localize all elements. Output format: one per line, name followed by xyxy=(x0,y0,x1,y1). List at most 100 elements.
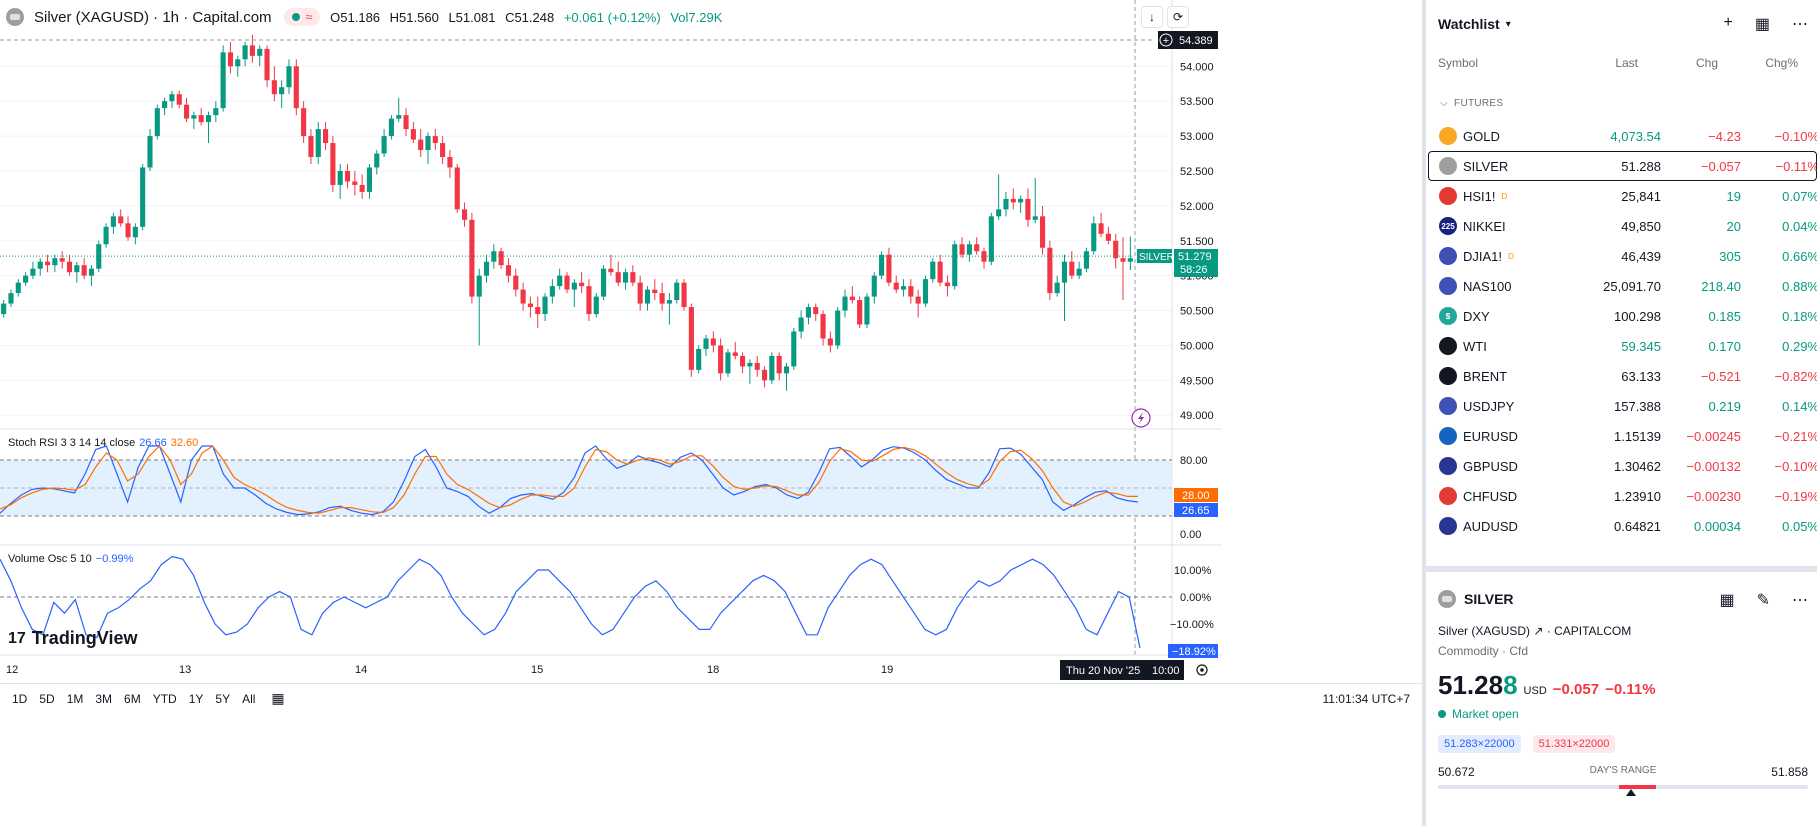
time-label-14: 14 xyxy=(355,664,367,676)
panel-divider[interactable] xyxy=(1426,566,1817,572)
timeframe-1d[interactable]: 1D xyxy=(12,691,28,706)
volume-osc-value: −0.99% xyxy=(95,553,134,565)
timeframe-3m[interactable]: 3M xyxy=(95,691,113,706)
timeframe-6m[interactable]: 6M xyxy=(124,691,141,706)
watchlist-row-audusd[interactable]: AUDUSD 0.64821 0.00034 0.05% xyxy=(1428,511,1817,541)
watchlist-row-nas100[interactable]: NAS100 25,091.70 218.40 0.88% xyxy=(1428,271,1817,301)
col-chgp[interactable]: Chg% xyxy=(1765,56,1798,70)
candle xyxy=(630,265,636,287)
advanced-view-icon[interactable]: ▦ xyxy=(1754,16,1770,33)
chart-canvas[interactable]: 54.00053.50053.00052.50052.00051.50051.0… xyxy=(0,0,1222,683)
candle xyxy=(513,268,519,297)
col-last[interactable]: Last xyxy=(1615,56,1638,70)
watchlist-row-usdjpy[interactable]: USDJPY 157.388 0.219 0.14% xyxy=(1428,391,1817,421)
candle xyxy=(608,254,614,276)
watchlist-row-dxy[interactable]: $ DXY 100.298 0.185 0.18% xyxy=(1428,301,1817,331)
symbol-title[interactable]: Silver (XAGUSD) · 1h · Capital.com xyxy=(34,8,272,26)
stoch-k-tag: 26.65 xyxy=(1182,505,1210,517)
scroll-to-latest-button[interactable]: ↓ xyxy=(1141,6,1163,28)
col-symbol[interactable]: Symbol xyxy=(1438,56,1479,70)
market-status-pill[interactable]: ≈ xyxy=(283,8,321,26)
watchlist-row-eurusd[interactable]: EURUSD 1.15139 −0.00245 −0.21% xyxy=(1428,421,1817,451)
timeframe-all[interactable]: All xyxy=(242,691,256,706)
timeframe-5y[interactable]: 5Y xyxy=(215,691,231,706)
waves-icon: ≈ xyxy=(305,10,313,24)
candle xyxy=(930,258,936,283)
ohlc-high: H51.560 xyxy=(389,9,439,25)
candle xyxy=(403,108,409,137)
bid-badge: 51.283×22000 xyxy=(1438,735,1521,753)
details-currency: USD xyxy=(1523,685,1547,697)
candle xyxy=(505,258,512,283)
candle xyxy=(257,45,263,67)
watchlist-row-brent[interactable]: BRENT 63.133 −0.521 −0.82% xyxy=(1428,361,1817,391)
reset-chart-button[interactable]: ⟳ xyxy=(1167,6,1189,28)
candle xyxy=(96,240,102,273)
candle xyxy=(483,254,490,283)
price-tick: 50.000 xyxy=(1180,340,1214,352)
bottom-toolbar: 1D 5D 1M 3M 6M YTD 1Y 5Y All ▦ 11:01:34 … xyxy=(0,683,1422,713)
exchange[interactable]: CAPITALCOM xyxy=(1554,624,1632,638)
col-chg[interactable]: Chg xyxy=(1695,56,1718,70)
row-chgp: −0.19% xyxy=(1774,488,1817,504)
watchlist-row-nikkei[interactable]: 225 NIKKEI 49,850 20 0.04% xyxy=(1428,211,1817,241)
candle xyxy=(44,254,51,273)
svg-text:+: + xyxy=(1163,35,1169,47)
candle xyxy=(242,41,248,67)
lightning-icon[interactable] xyxy=(1131,408,1151,428)
timeframe-1m[interactable]: 1M xyxy=(66,691,84,706)
candle xyxy=(37,258,43,276)
row-last: 157.388 xyxy=(1614,398,1661,414)
watchlist-row-djia1[interactable]: DJIA1! D 46,439 305 0.66% xyxy=(1428,241,1817,271)
candle xyxy=(191,111,197,130)
watchlist-row-chfusd[interactable]: CHFUSD 1.23910 −0.00230 −0.19% xyxy=(1428,481,1817,511)
watchlist-title[interactable]: Watchlist xyxy=(1438,16,1500,32)
watchlist-row-gbpusd[interactable]: GBPUSD 1.30462 −0.00132 −0.10% xyxy=(1428,451,1817,481)
row-chgp: −0.82% xyxy=(1774,368,1817,384)
candle xyxy=(996,174,1002,220)
candle xyxy=(344,163,351,189)
ohlc-open: O51.186 xyxy=(330,9,381,25)
row-chgp: 0.29% xyxy=(1782,338,1817,354)
watchlist-row-hsi1[interactable]: HSI1! D 25,841 19 0.07% xyxy=(1428,181,1817,211)
chevron-down-icon[interactable]: ▾ xyxy=(1505,18,1511,30)
details-price: 51.288 xyxy=(1438,670,1518,701)
chart-area[interactable]: 54.00053.50053.00052.50052.00051.50051.0… xyxy=(0,0,1422,826)
candle xyxy=(520,282,526,311)
symbol-logo-icon: $ xyxy=(1439,307,1457,325)
edit-icon[interactable]: ✎ xyxy=(1756,592,1770,609)
external-link-icon[interactable]: ↗ xyxy=(1533,624,1544,638)
volume-osc-title: Volume Osc 5 10 xyxy=(8,553,92,565)
grid-icon[interactable]: ▦ xyxy=(1719,592,1735,609)
row-last: 1.30462 xyxy=(1614,458,1661,474)
row-symbol: EURUSD xyxy=(1463,428,1518,444)
watchlist-row-gold[interactable]: GOLD 4,073.54 −4.23 −0.10% xyxy=(1428,121,1817,151)
details-change-pct: −0.11% xyxy=(1605,681,1656,698)
timeframe-1y[interactable]: 1Y xyxy=(188,691,204,706)
clock[interactable]: 11:01:34 UTC+7 xyxy=(1322,691,1411,706)
candle xyxy=(293,59,299,116)
details-name[interactable]: SILVER xyxy=(1464,591,1514,607)
last-price-tag: SILVER 51.279 58:26 xyxy=(1137,249,1218,277)
price-axis[interactable]: 54.00053.50053.00052.50052.00051.50051.0… xyxy=(1180,61,1214,422)
ohlc-low: L51.081 xyxy=(448,9,496,25)
timeframe-ytd[interactable]: YTD xyxy=(152,691,177,706)
calendar-range-icon[interactable]: ▦ xyxy=(271,690,285,706)
settings-icon[interactable] xyxy=(1196,664,1208,676)
candle xyxy=(1091,216,1097,255)
more-icon[interactable]: ⋯ xyxy=(1792,16,1808,33)
watchlist-row-wti[interactable]: WTI 59.345 0.170 0.29% xyxy=(1428,331,1817,361)
watchlist-row-silver[interactable]: SILVER 51.288 −0.057 −0.11% xyxy=(1428,151,1817,181)
details-type: Commodity · Cfd xyxy=(1438,644,1529,658)
ohlc-close: C51.248 xyxy=(505,9,555,25)
more-icon[interactable]: ⋯ xyxy=(1792,592,1808,609)
row-symbol: NIKKEI xyxy=(1463,218,1506,234)
timeframe-5d[interactable]: 5D xyxy=(39,691,55,706)
section-futures[interactable]: ⌵ FUTURES xyxy=(1440,98,1504,109)
candle xyxy=(147,129,153,171)
price-main: 51.28 xyxy=(1438,670,1504,700)
candle xyxy=(1120,237,1126,301)
row-last: 49,850 xyxy=(1621,218,1661,234)
add-symbol-icon[interactable]: + xyxy=(1723,14,1733,31)
candle xyxy=(162,97,168,116)
